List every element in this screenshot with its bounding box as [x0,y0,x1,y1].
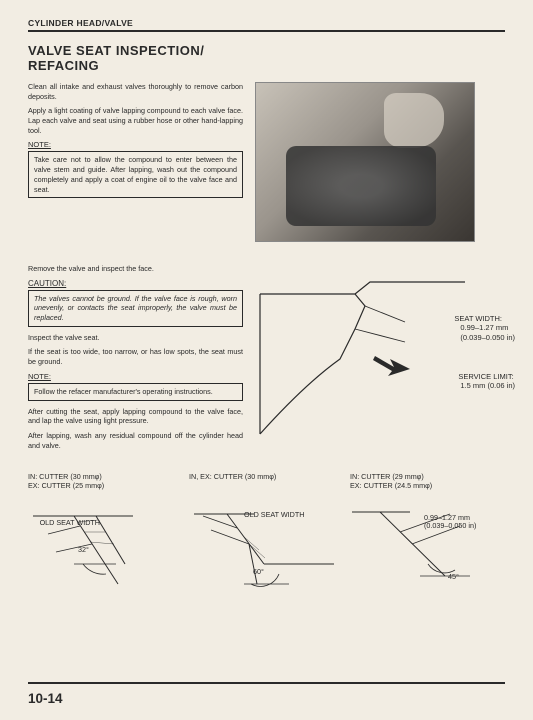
para-5: If the seat is too wide, too narrow, or … [28,347,243,366]
caution-label: CAUTION: [28,279,243,288]
cutter3-angle: 45° [448,572,533,581]
cutter3-line2: EX: CUTTER (24.5 mmφ) [350,481,505,490]
cutter1-angle: 32° [78,545,233,554]
seat-width-label: SEAT WIDTH: [454,314,515,323]
cutter-block-3: IN: CUTTER (29 mmφ) EX: CUTTER (24.5 mmφ… [350,472,505,624]
page-number: 10-14 [28,691,63,706]
cutter3-line1: IN: CUTTER (29 mmφ) [350,472,505,481]
service-limit-label: SERVICE LIMIT: [458,372,515,381]
lapping-photo [255,82,475,242]
note2-box: Follow the refacer manufacturer's operat… [28,383,243,401]
seat-width-val1: 0.99–1.27 mm [454,323,515,332]
valve-cross-section: SEAT WIDTH: 0.99–1.27 mm (0.039–0.050 in… [255,264,505,456]
para-3: Remove the valve and inspect the face. [28,264,243,274]
para-4: Inspect the valve seat. [28,333,243,343]
cutter2-note: OLD SEAT WIDTH [244,510,304,519]
note2-label: NOTE: [28,372,243,381]
cutter2-line1: IN, EX: CUTTER (30 mmφ) [189,472,344,481]
para-6: After cutting the seat, apply lapping co… [28,407,243,426]
main-title: VALVE SEAT INSPECTION/ REFACING [28,44,505,74]
bottom-rule [28,682,505,684]
para-2: Apply a light coating of valve lapping c… [28,106,243,135]
para-7: After lapping, wash any residual compoun… [28,431,243,450]
cutter-block-1: IN: CUTTER (30 mmφ) EX: CUTTER (25 mmφ) … [28,472,183,624]
caution-box: The valves cannot be ground. If the valv… [28,290,243,327]
top-rule [28,30,505,32]
section-header: CYLINDER HEAD/VALVE [28,18,505,28]
cutter2-line2 [189,481,344,490]
cutter1-note: OLD SEAT WIDTH [40,518,100,527]
seat-width-val2: (0.039–0.050 in) [454,333,515,342]
cutter1-line1: IN: CUTTER (30 mmφ) [28,472,183,481]
note-label: NOTE: [28,140,243,149]
note-box: Take care not to allow the compound to e… [28,151,243,198]
service-limit-val: 1.5 mm (0.06 in) [458,381,515,390]
cutter3-note: 0.99–1.27 mm (0.039–0.050 in) [424,513,476,530]
para-1: Clean all intake and exhaust valves thor… [28,82,243,101]
cutter1-line2: EX: CUTTER (25 mmφ) [28,481,183,490]
cutter2-angle: 60° [253,567,408,576]
